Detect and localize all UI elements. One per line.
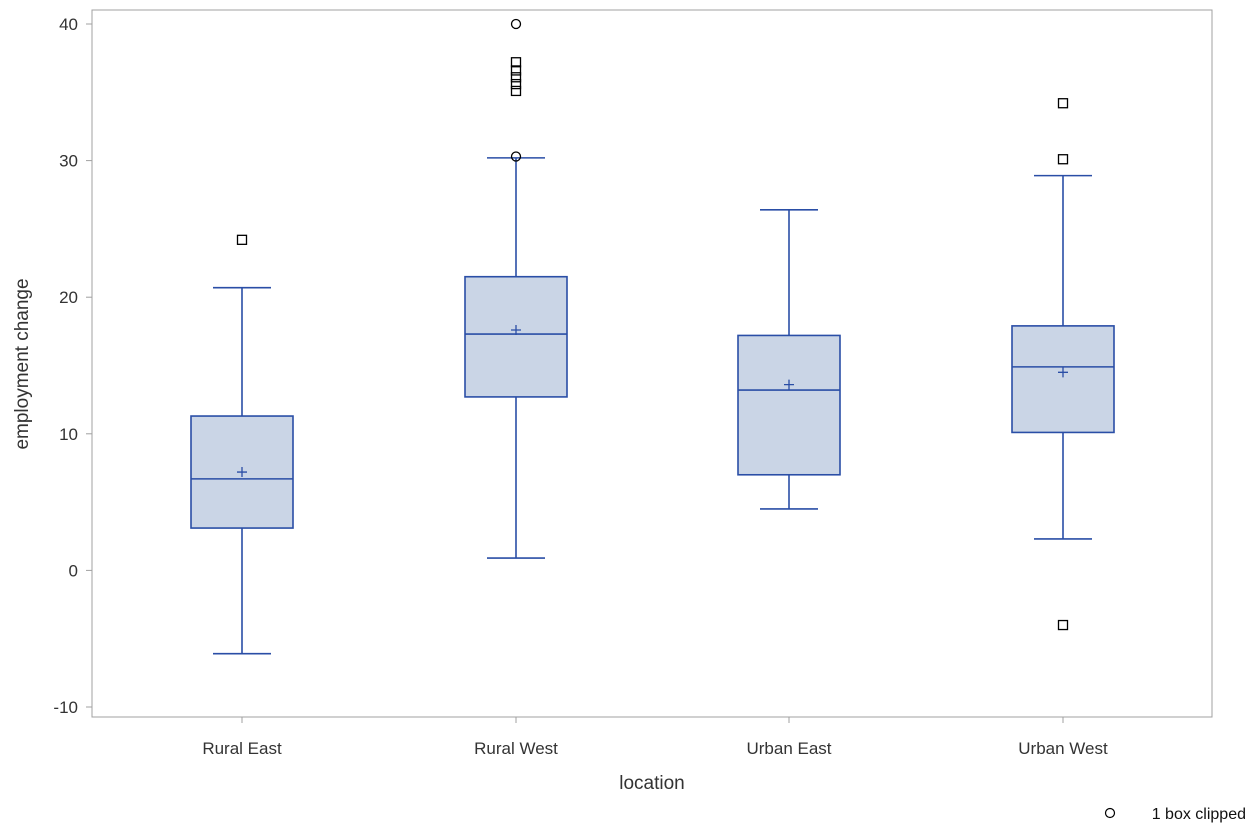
outlier-square [236,234,248,245]
outlier-square [1057,619,1069,631]
outlier-circle [510,151,522,162]
box-iqr [1011,325,1115,434]
x-tick-label: Urban West [1018,739,1108,758]
boxes-layer [190,18,1115,655]
y-tick-label: 40 [59,15,78,34]
mean-marker [1058,367,1068,378]
clipped-box-circle-icon [1104,807,1116,819]
y-tick-label: 10 [59,425,78,444]
y-tick-label: 20 [59,288,78,307]
outlier-square [510,65,522,76]
outlier-square [1057,98,1069,109]
box-iqr [737,334,841,476]
box-group [190,234,294,655]
y-tick-label: 0 [69,561,78,580]
outlier-square [510,78,522,90]
outlier-circle [510,18,522,30]
y-axis: -10 0 10 20 30 40 [53,15,92,717]
box-iqr [464,275,568,398]
footnote: 1 box clipped [1104,806,1246,823]
mean-marker [511,324,521,335]
y-axis-title: employment change [12,278,33,449]
mean-marker [237,467,247,478]
x-tick-label: Rural West [474,739,558,758]
outlier-square [510,72,522,83]
x-tick-label: Urban East [746,739,831,758]
outlier-square [1057,154,1069,165]
x-axis: Rural East Rural West Urban East Urban West [202,717,1108,758]
mean-marker [784,379,794,390]
box-group [1011,98,1115,631]
outlier-square [510,57,522,68]
x-tick-label: Rural East [202,739,282,758]
y-tick-label: 30 [59,152,78,171]
footnote-text: 1 box clipped [1152,806,1246,823]
box-group [737,208,841,510]
outlier-square [510,85,522,97]
box-group [464,18,568,559]
y-tick-label: -10 [53,698,78,717]
x-axis-title: location [619,773,685,794]
